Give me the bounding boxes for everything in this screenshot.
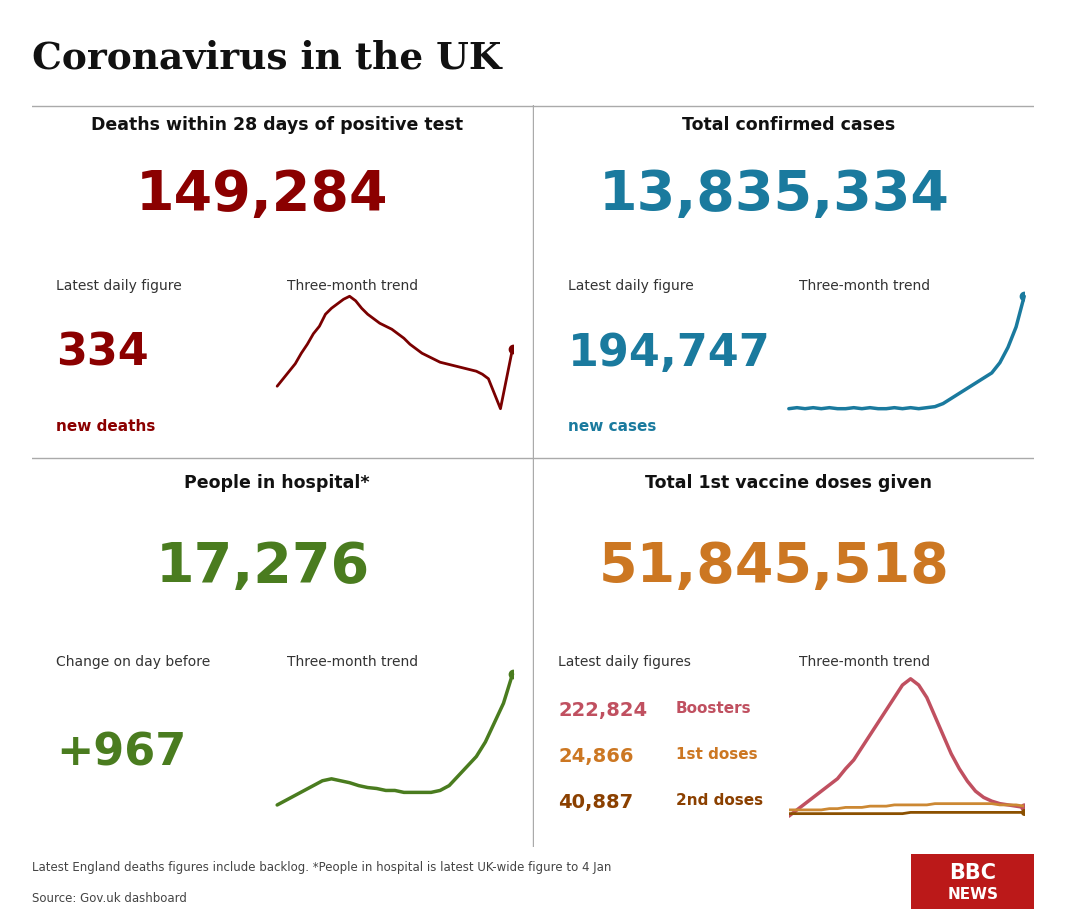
Text: Latest England deaths figures include backlog. *People in hospital is latest UK-: Latest England deaths figures include ba… [32, 861, 612, 874]
Text: Source: Gov.uk dashboard: Source: Gov.uk dashboard [32, 892, 187, 905]
Text: +967: +967 [56, 732, 187, 775]
Text: Boosters: Boosters [676, 701, 752, 716]
Text: 40,887: 40,887 [559, 793, 633, 812]
Text: Latest daily figure: Latest daily figure [568, 279, 694, 293]
Text: Three-month trend: Three-month trend [287, 279, 418, 293]
Text: 149,284: 149,284 [136, 168, 389, 222]
Text: 24,866: 24,866 [559, 747, 634, 767]
Text: NEWS: NEWS [948, 888, 998, 902]
Text: 194,747: 194,747 [568, 332, 771, 375]
Text: 334: 334 [56, 332, 149, 375]
Text: Latest daily figure: Latest daily figure [56, 279, 182, 293]
Text: 51,845,518: 51,845,518 [599, 540, 950, 594]
Text: Total confirmed cases: Total confirmed cases [682, 115, 895, 134]
Text: BBC: BBC [949, 863, 997, 883]
Text: 17,276: 17,276 [156, 540, 370, 594]
Text: Change on day before: Change on day before [56, 655, 211, 669]
Text: 13,835,334: 13,835,334 [599, 168, 950, 222]
Text: Three-month trend: Three-month trend [287, 655, 418, 669]
Text: Three-month trend: Three-month trend [798, 279, 930, 293]
Text: Latest daily figures: Latest daily figures [559, 655, 691, 669]
Text: 222,824: 222,824 [559, 701, 647, 720]
Text: Total 1st vaccine doses given: Total 1st vaccine doses given [645, 474, 933, 492]
Text: 2nd doses: 2nd doses [676, 793, 763, 809]
Text: Three-month trend: Three-month trend [798, 655, 930, 669]
Text: Coronavirus in the UK: Coronavirus in the UK [32, 39, 501, 76]
Text: new cases: new cases [568, 419, 657, 433]
FancyBboxPatch shape [911, 854, 1034, 909]
Text: 1st doses: 1st doses [676, 747, 758, 762]
Text: People in hospital*: People in hospital* [184, 474, 370, 492]
Text: Deaths within 28 days of positive test: Deaths within 28 days of positive test [91, 115, 464, 134]
Text: new deaths: new deaths [56, 419, 156, 433]
